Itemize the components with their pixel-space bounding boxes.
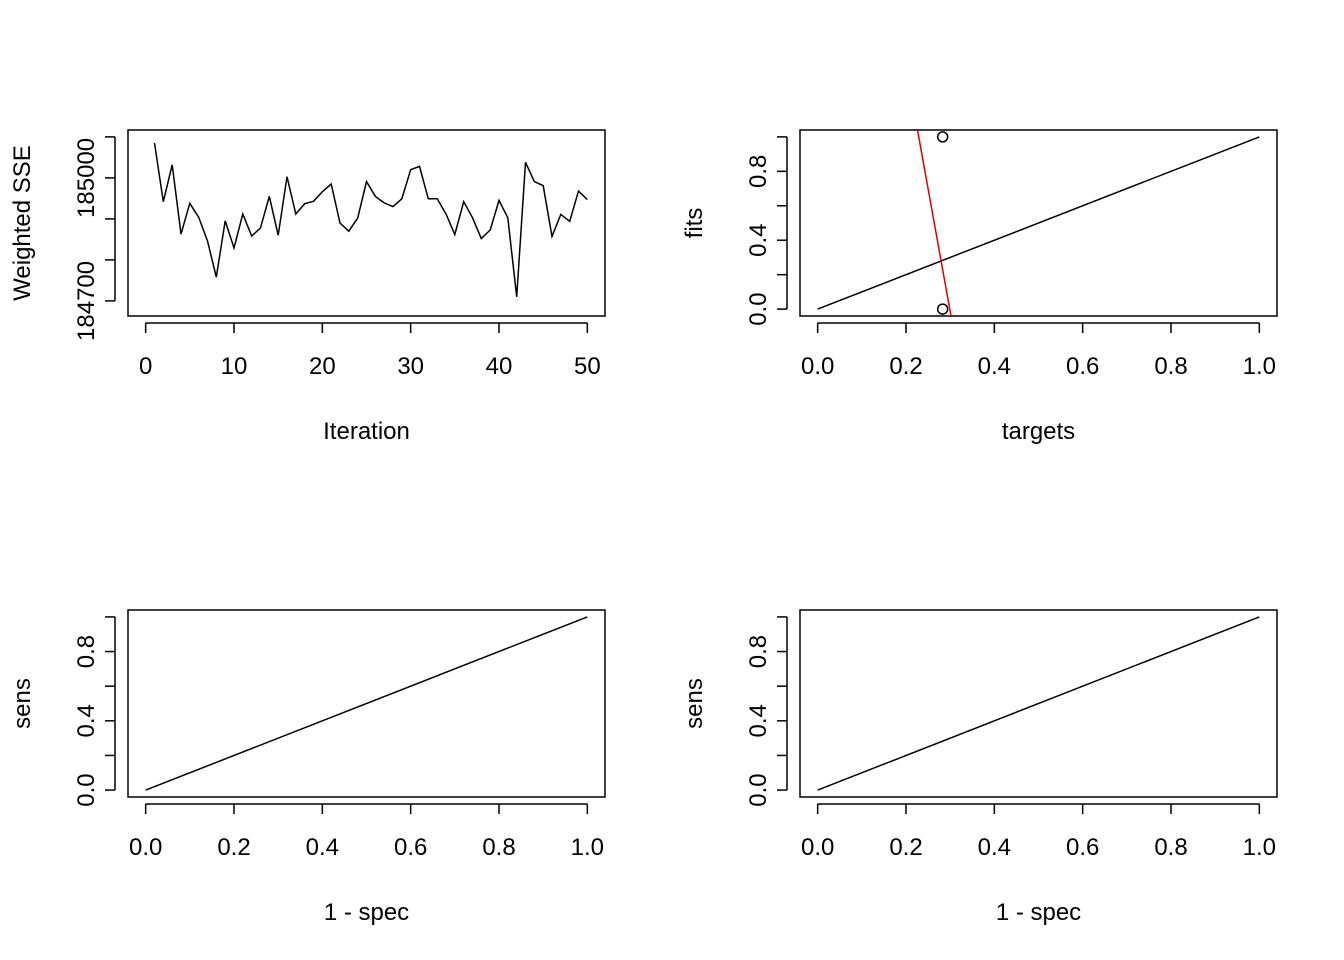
data-point (936, 303, 949, 315)
y-tick-label: 0.8 (73, 635, 100, 668)
plot-frame (799, 129, 1278, 317)
y-axis-title: fits (681, 208, 708, 239)
x-axis-title: 1 - spec (996, 899, 1081, 926)
x-tick-label: 0.0 (801, 834, 834, 861)
plot-data (145, 616, 588, 791)
x-tick-label: 1.0 (1243, 353, 1276, 380)
y-tick-label: 0.0 (73, 773, 100, 806)
x-tick-label: 0.6 (394, 834, 427, 861)
x-tick-label: 0.8 (1154, 834, 1187, 861)
x-tick-label: 0.6 (1066, 834, 1099, 861)
reference-line (817, 136, 1260, 310)
x-tick-label: 0.6 (1066, 353, 1099, 380)
plot-frame (799, 609, 1278, 798)
y-tick-label: 0.8 (745, 155, 772, 188)
data-point (936, 131, 949, 143)
x-tick-label: 50 (574, 353, 601, 380)
x-tick-label: 0.0 (801, 353, 834, 380)
x-tick-label: 0.4 (978, 834, 1011, 861)
plot-data (153, 142, 588, 297)
y-tick-label: 0.8 (745, 635, 772, 668)
series-line (145, 616, 588, 791)
y-tick-label: 0.4 (73, 704, 100, 737)
x-axis-title: Iteration (323, 418, 410, 445)
y-tick-label: 0.4 (745, 704, 772, 737)
panel-3: 0.0 0.2 0.4 0.6 0.8 1.0 0.0 0.4 0.8 1 - spec sens (9, 609, 606, 926)
panel-1: 0 10 20 30 40 50 184700 185000 Iteration Weighted… (9, 129, 606, 445)
y-tick-label: 0.4 (745, 224, 772, 257)
y-tick-label: 0.0 (745, 773, 772, 806)
x-axis-title: 1 - spec (324, 899, 409, 926)
x-tick-label: 0.4 (978, 353, 1011, 380)
y-tick-label: 0.0 (745, 292, 772, 325)
y-axis-title: sens (9, 678, 36, 729)
plot-data (817, 616, 1260, 791)
x-tick-label: 10 (221, 353, 248, 380)
x-axis-title: targets (1002, 418, 1075, 445)
x-tick-label: 0.8 (482, 834, 515, 861)
x-tick-label: 1.0 (571, 834, 604, 861)
x-tick-label: 20 (309, 353, 336, 380)
x-tick-label: 0.4 (306, 834, 339, 861)
y-tick-label: 185000 (73, 138, 100, 218)
panel-2: 0.0 0.2 0.4 0.6 0.8 1.0 0.0 0.4 0.8 targets fits (681, 129, 1278, 445)
plot-data (817, 130, 1260, 316)
plot-frame (127, 609, 606, 798)
plot-frame (127, 129, 606, 317)
x-tick-label: 0.2 (889, 353, 922, 380)
y-axis-title: sens (681, 678, 708, 729)
x-tick-label: 40 (486, 353, 513, 380)
x-tick-label: 1.0 (1243, 834, 1276, 861)
y-tick-label: 184700 (73, 261, 100, 341)
series-line (153, 142, 588, 297)
x-tick-label: 0.0 (129, 834, 162, 861)
reference-line (916, 130, 952, 316)
panel-4: 0.0 0.2 0.4 0.6 0.8 1.0 0.0 0.4 0.8 1 - spec sens (681, 609, 1278, 926)
x-tick-label: 0.2 (889, 834, 922, 861)
x-tick-label: 0.2 (217, 834, 250, 861)
x-tick-label: 0 (139, 353, 152, 380)
x-tick-label: 0.8 (1154, 353, 1187, 380)
series-line (817, 616, 1260, 791)
y-axis-title: Weighted SSE (9, 145, 36, 301)
x-tick-label: 30 (397, 353, 424, 380)
